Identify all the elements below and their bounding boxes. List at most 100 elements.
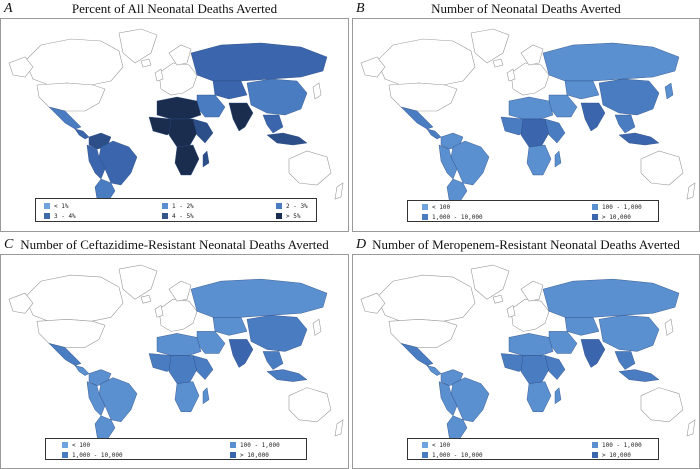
panel-b: B Number of Neonatal Deaths Averted < 10…: [352, 0, 700, 232]
country-scand: [520, 44, 544, 66]
legend-item: 100 - 1,000: [592, 441, 642, 449]
country-cafrica: [168, 355, 198, 384]
panel-a: A Percent of All Neonatal Deaths Averted…: [0, 0, 349, 232]
world-map: [8, 28, 344, 216]
map-legend: < 100 100 - 1,000 1,000 - 10,000 > 10,00…: [407, 438, 659, 460]
country-central: [74, 128, 90, 140]
country-japan: [312, 82, 322, 100]
country-uk: [506, 304, 516, 318]
country-russia: [190, 42, 328, 82]
legend-swatch: [162, 203, 168, 209]
legend-item: 1,000 - 10,000: [62, 451, 123, 459]
panel-c: C Number of Ceftazidime-Resistant Neonat…: [0, 236, 349, 469]
country-china: [246, 78, 308, 116]
country-nafrica: [156, 96, 202, 120]
panel-title-text: Number of Meropenem-Resistant Neonatal D…: [372, 237, 680, 252]
legend-item: 2 - 3%: [276, 202, 308, 210]
panel-d: D Number of Meropenem-Resistant Neonatal…: [352, 236, 700, 469]
country-russia: [542, 278, 680, 318]
country-scand: [168, 280, 192, 302]
country-greenland: [470, 264, 510, 300]
legend-label: < 100: [432, 441, 451, 449]
country-andes: [438, 144, 458, 180]
country-nz: [686, 419, 696, 437]
country-greenland: [470, 28, 510, 64]
country-japan: [664, 318, 674, 336]
country-uk: [154, 304, 164, 318]
panel-title-text: Number of Neonatal Deaths Averted: [431, 1, 621, 16]
country-indonesia: [618, 369, 660, 382]
legend-item: 1,000 - 10,000: [422, 451, 483, 459]
country-indonesia: [266, 132, 308, 146]
country-mexico: [400, 343, 434, 366]
country-safrica: [526, 144, 552, 176]
country-europe: [158, 62, 198, 96]
country-central: [426, 365, 442, 376]
country-greenland: [118, 264, 158, 300]
country-mexico: [400, 106, 434, 130]
country-usa: [36, 318, 106, 348]
legend-item: < 1%: [44, 202, 68, 210]
world-map-frame: < 100 100 - 1,000 1,000 - 10,000 > 10,00…: [0, 254, 349, 469]
country-nafrica: [508, 333, 554, 356]
country-japan: [664, 82, 674, 100]
country-cafrica: [520, 118, 550, 148]
country-mexico: [48, 343, 82, 366]
country-usa: [36, 82, 106, 112]
country-madagascar: [202, 387, 210, 405]
legend-label: 100 - 1,000: [602, 203, 642, 211]
country-china: [598, 78, 660, 116]
country-centralasia: [212, 317, 248, 336]
legend-item: > 5%: [276, 212, 300, 220]
legend-swatch: [44, 213, 50, 219]
country-andes: [86, 144, 106, 180]
country-nafrica: [156, 333, 202, 356]
map-land: [360, 28, 696, 216]
country-madagascar: [554, 387, 562, 405]
legend-swatch: [44, 203, 50, 209]
country-usa: [388, 82, 458, 112]
country-iceland: [492, 294, 504, 304]
country-indonesia: [266, 369, 308, 382]
country-alaska: [360, 292, 386, 314]
country-eafrica: [544, 355, 566, 380]
panel-title: D Number of Meropenem-Resistant Neonatal…: [352, 236, 700, 254]
country-madagascar: [554, 150, 562, 168]
country-seasia: [614, 351, 636, 370]
country-madagascar: [202, 150, 210, 168]
legend-label: 100 - 1,000: [602, 441, 642, 449]
legend-item: > 10,000: [592, 451, 631, 459]
country-brazil: [98, 140, 138, 186]
legend-label: < 100: [432, 203, 451, 211]
country-canada: [24, 38, 124, 86]
legend-label: 4 - 5%: [172, 212, 194, 220]
country-uk: [154, 68, 164, 82]
country-centralasia: [212, 80, 248, 100]
country-central: [426, 128, 442, 140]
country-china: [246, 315, 308, 352]
country-europe: [158, 298, 198, 332]
country-nz: [334, 419, 344, 437]
legend-item: 4 - 5%: [162, 212, 194, 220]
legend-swatch: [276, 213, 282, 219]
legend-swatch: [422, 442, 428, 448]
world-map-frame: < 100 100 - 1,000 1,000 - 10,000 > 10,00…: [352, 254, 700, 469]
country-japan: [312, 318, 322, 336]
country-cafrica: [168, 118, 198, 148]
country-indonesia: [618, 132, 660, 146]
legend-label: < 100: [72, 441, 91, 449]
country-seasia: [614, 114, 636, 134]
country-eafrica: [192, 355, 214, 380]
map-legend: < 100 100 - 1,000 1,000 - 10,000 > 10,00…: [45, 438, 307, 460]
country-safrica: [526, 381, 552, 412]
legend-swatch: [592, 442, 598, 448]
country-seasia: [262, 351, 284, 370]
country-india: [228, 102, 254, 132]
country-eafrica: [192, 118, 214, 144]
country-europe: [510, 298, 550, 332]
country-brazil: [98, 377, 138, 423]
country-middleeast: [196, 331, 226, 354]
country-nafrica: [508, 96, 554, 120]
legend-swatch: [276, 203, 282, 209]
country-middleeast: [548, 94, 578, 118]
